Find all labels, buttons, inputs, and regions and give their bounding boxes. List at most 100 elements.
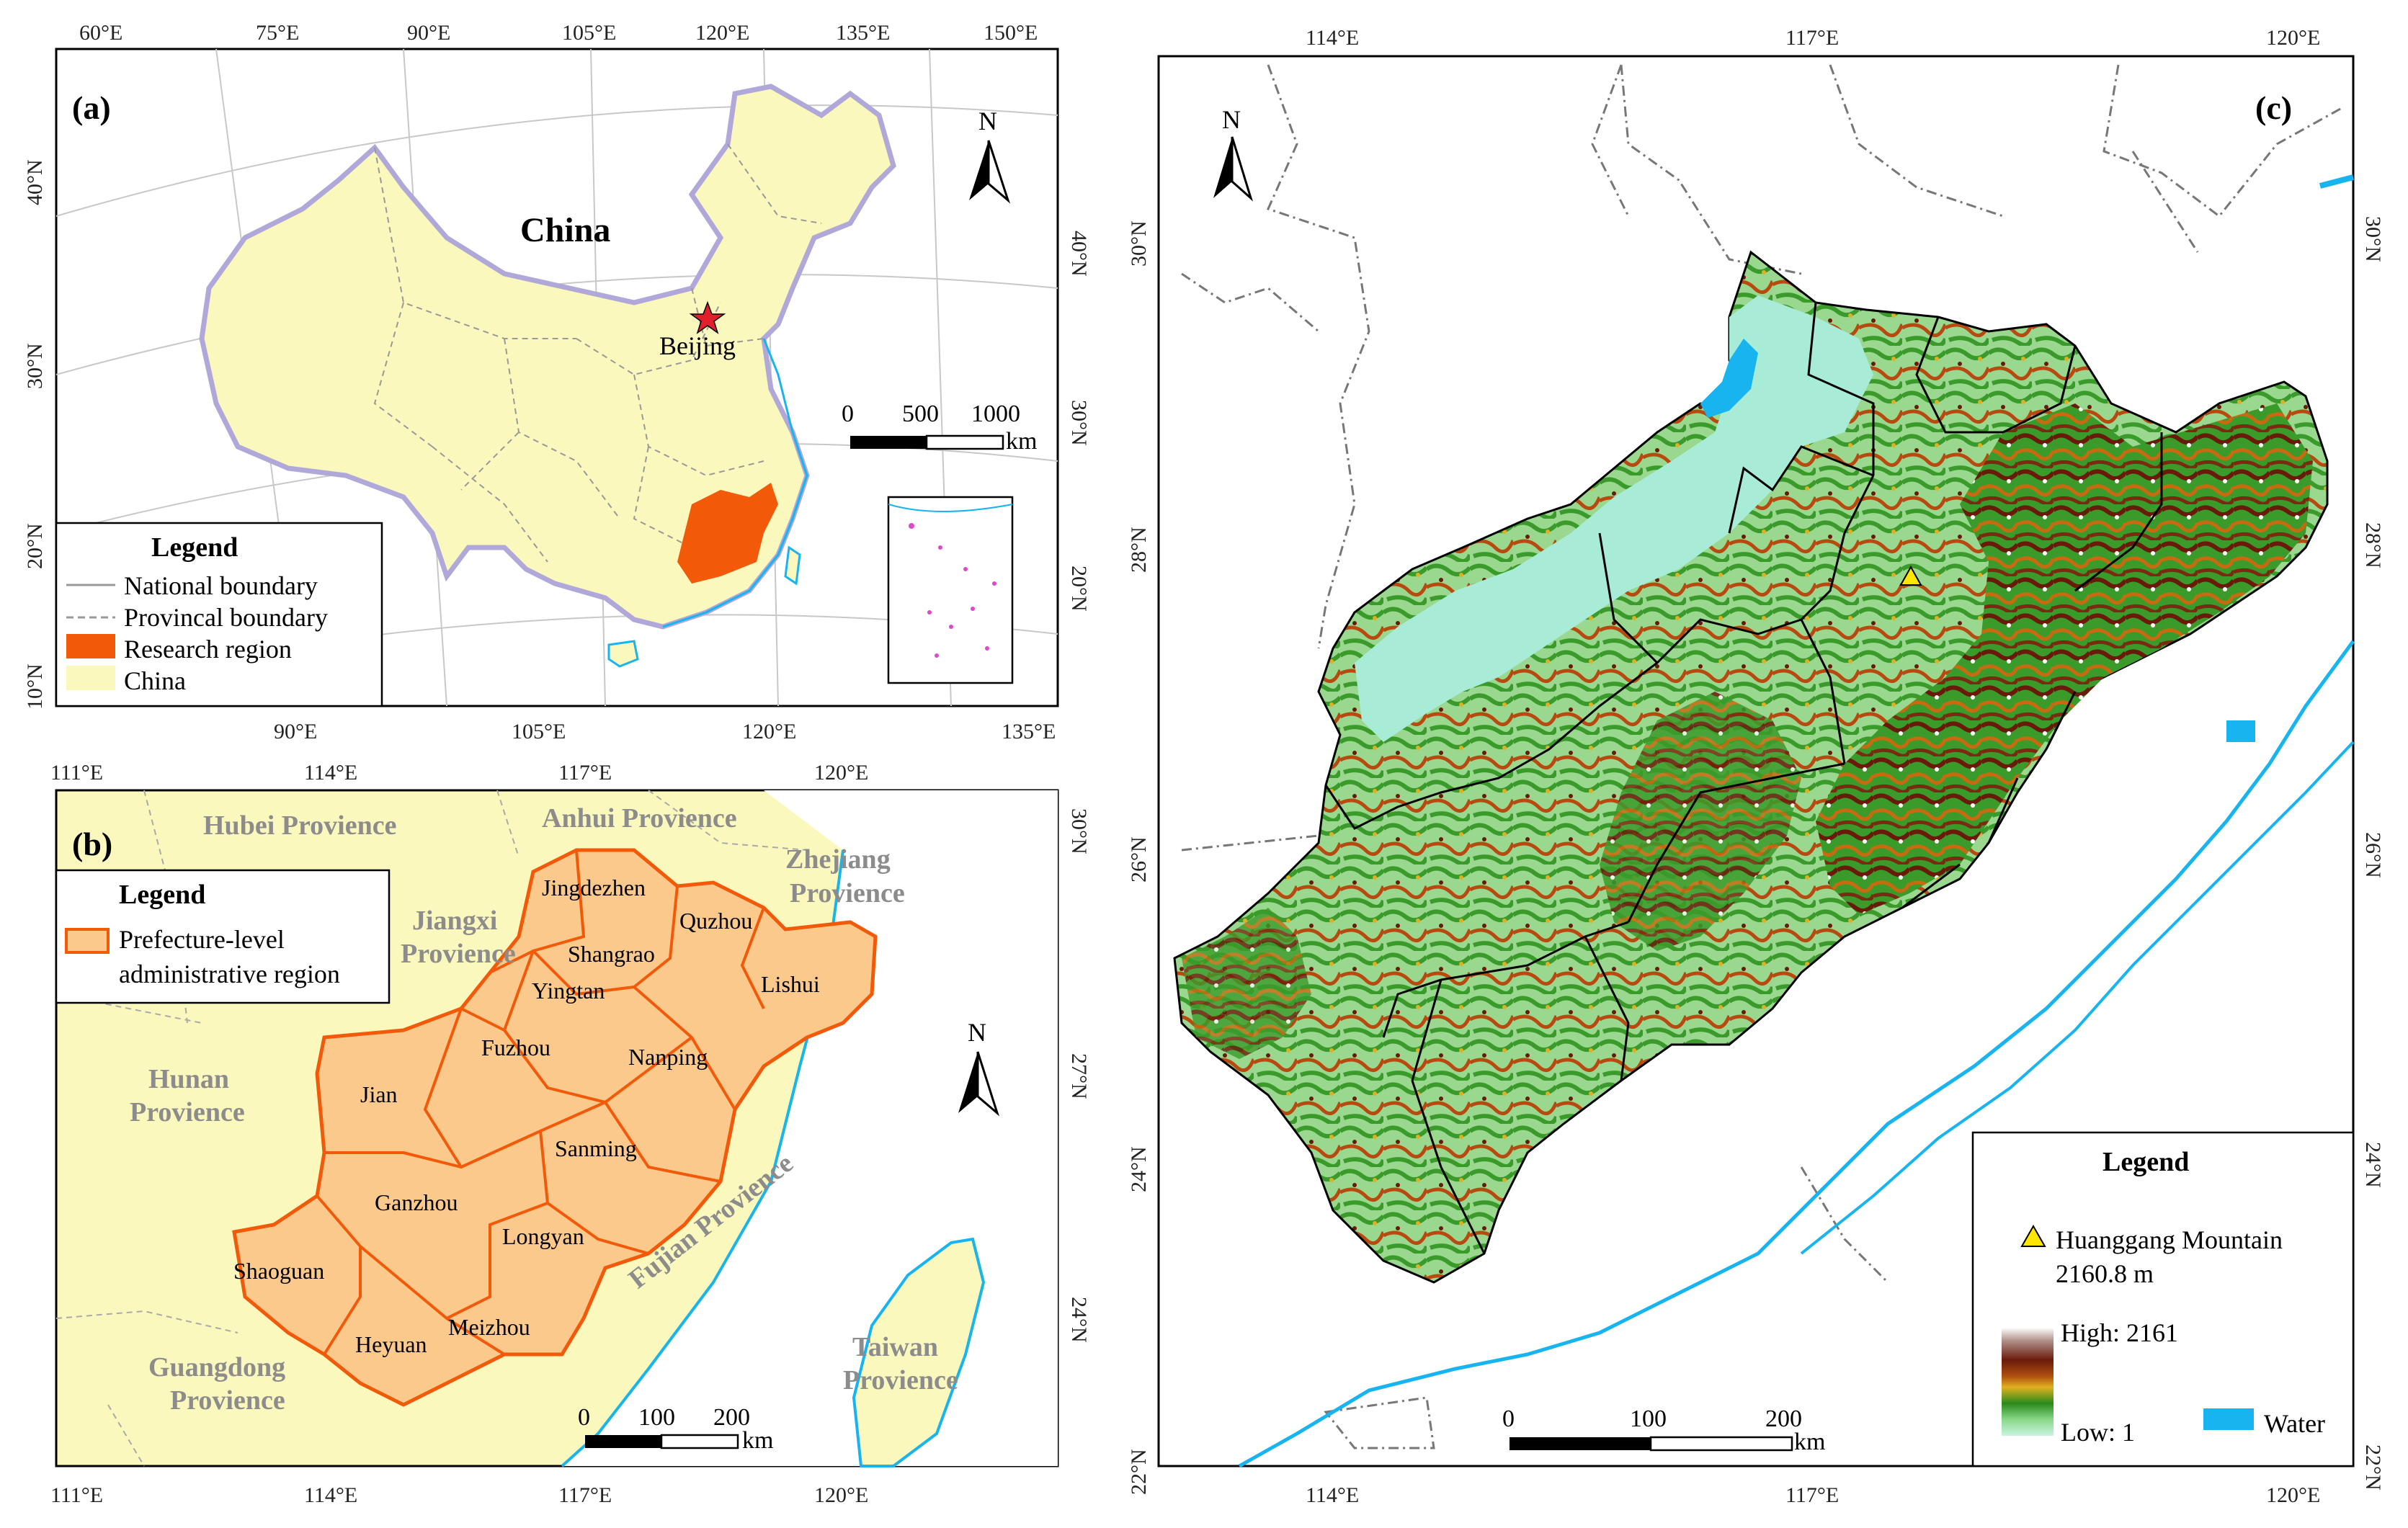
panel-b-research-region	[232, 848, 878, 1407]
panel-c-bottom-ticks: 114°E 117°E 120°E	[1306, 1483, 2320, 1507]
scale-a-0: 0	[842, 401, 854, 427]
svg-text:117°E: 117°E	[1785, 1483, 1839, 1507]
svg-text:26°N: 26°N	[2361, 832, 2385, 878]
svg-text:30°N: 30°N	[1067, 808, 1091, 854]
legend-a-china-swatch	[66, 666, 115, 690]
panel-a: N 0 500 1000 km (a) China Beijing Legend…	[23, 21, 1091, 743]
label-zhejiang-2: Provience	[790, 878, 905, 908]
svg-text:30°N: 30°N	[2361, 216, 2385, 262]
city-nanping: Nanping	[628, 1044, 708, 1070]
scale-c-unit: km	[1794, 1429, 1825, 1455]
label-guangdong-2: Provience	[170, 1385, 285, 1416]
legend-a-research-swatch	[66, 634, 115, 658]
scale-a-unit: km	[1006, 428, 1037, 455]
panel-b-top-ticks: 111°E 114°E 117°E 120°E	[50, 761, 868, 785]
svg-text:30°N: 30°N	[23, 343, 47, 389]
panel-a-left-ticks: 40°N 30°N 20°N 10°N	[23, 159, 47, 710]
svg-text:24°N: 24°N	[1127, 1146, 1151, 1192]
legend-c-high-label: High: 2161	[2061, 1318, 2178, 1347]
panel-c-right-ticks: 30°N 28°N 26°N 24°N 22°N	[2361, 216, 2385, 1491]
panel-b-right-ticks: 30°N 27°N 24°N	[1067, 808, 1091, 1343]
svg-text:120°E: 120°E	[814, 1483, 868, 1507]
legend-c-water-swatch	[2203, 1408, 2254, 1430]
panel-b-city-labels: Jingdezhen Quzhou Shangrao Yingtan Lishu…	[233, 875, 820, 1357]
svg-text:24°N: 24°N	[1067, 1297, 1091, 1343]
city-shangrao: Shangrao	[568, 941, 655, 967]
legend-a-item-1: National boundary	[124, 571, 318, 600]
scale-a-1000: 1000	[971, 401, 1020, 427]
svg-text:40°N: 40°N	[23, 159, 47, 205]
city-yingtan: Yingtan	[532, 978, 605, 1004]
city-shaoguan: Shaoguan	[233, 1258, 324, 1284]
north-label-c: N	[1222, 105, 1241, 134]
city-fuzhou: Fuzhou	[481, 1035, 550, 1060]
svg-text:28°N: 28°N	[1127, 527, 1151, 573]
svg-text:105°E: 105°E	[562, 21, 616, 45]
north-arrow-c-icon	[1213, 136, 1253, 202]
dem-mountain-central	[1600, 692, 1801, 951]
legend-c	[1971, 1131, 2355, 1467]
svg-text:114°E: 114°E	[304, 761, 357, 785]
legend-c-elevation-ramp	[2002, 1328, 2054, 1436]
svg-text:24°N: 24°N	[2361, 1142, 2385, 1188]
svg-text:40°N: 40°N	[1067, 231, 1091, 277]
svg-text:120°E: 120°E	[695, 21, 749, 45]
svg-text:135°E: 135°E	[1002, 720, 1056, 743]
legend-a-item-2: Provincal boundary	[124, 603, 328, 632]
panel-b-prefecture-boundaries	[316, 849, 765, 1356]
legend-b-title: Legend	[119, 880, 205, 910]
beijing-star-icon	[689, 300, 726, 334]
north-arrow-b-icon	[958, 1051, 1000, 1117]
svg-text:120°E: 120°E	[742, 720, 796, 743]
svg-text:30°N: 30°N	[1127, 220, 1151, 267]
city-sanming: Sanming	[555, 1135, 637, 1161]
dem-lowland-plain	[1355, 295, 1873, 742]
legend-a-item-3: Research region	[124, 635, 292, 664]
panel-c-left-ticks: 30°N 28°N 26°N 24°N 22°N	[1127, 220, 1151, 1495]
label-zhejiang-1: Zhejiang	[785, 844, 891, 875]
china-label: China	[520, 211, 610, 249]
legend-a-title: Legend	[151, 532, 238, 563]
label-guangdong-1: Guangdong	[148, 1352, 285, 1382]
south-china-sea-inset	[887, 496, 1014, 684]
svg-text:150°E: 150°E	[984, 21, 1038, 45]
svg-text:60°E: 60°E	[79, 21, 122, 45]
svg-text:10°N: 10°N	[23, 664, 47, 710]
svg-text:120°E: 120°E	[2266, 26, 2320, 50]
legend-a-item-4: China	[124, 666, 186, 695]
legend-c-low-label: Low: 1	[2061, 1418, 2135, 1447]
beijing-label: Beijing	[659, 331, 736, 360]
svg-text:117°E: 117°E	[558, 761, 612, 785]
panel-c-label: (c)	[2255, 89, 2292, 126]
panel-b-taiwan	[852, 1237, 986, 1467]
city-heyuan: Heyuan	[355, 1331, 427, 1357]
dem-mountain-west	[1182, 908, 1311, 1059]
city-jian: Jian	[360, 1081, 398, 1107]
scale-a-500: 500	[902, 401, 939, 427]
scale-bar-b	[585, 1434, 739, 1449]
svg-text:117°E: 117°E	[558, 1483, 612, 1507]
panel-c-island-coast	[1800, 741, 2355, 1255]
dem-mountain-east	[1816, 403, 2313, 915]
panel-c-coastline	[1238, 640, 2355, 1468]
scale-c-0: 0	[1502, 1406, 1515, 1432]
label-jiangxi-1: Jiangxi	[412, 906, 497, 936]
panel-a-bottom-ticks: 90°E 105°E 120°E 135°E	[274, 720, 1056, 743]
panel-c: N (c) 0 100 200 km Legend Huanggang Moun…	[1127, 26, 2385, 1507]
legend-b-swatch	[65, 928, 110, 954]
scale-c-200: 200	[1765, 1406, 1802, 1432]
svg-text:111°E: 111°E	[50, 761, 103, 785]
north-arrow-a-icon	[969, 140, 1011, 204]
scale-b-100: 100	[638, 1404, 675, 1431]
svg-text:120°E: 120°E	[814, 761, 868, 785]
svg-text:135°E: 135°E	[836, 21, 890, 45]
svg-text:111°E: 111°E	[50, 1483, 103, 1507]
panel-c-top-ticks: 114°E 117°E 120°E	[1306, 26, 2320, 50]
svg-text:26°N: 26°N	[1127, 836, 1151, 883]
city-longyan: Longyan	[502, 1223, 584, 1249]
label-hunan-1: Hunan	[148, 1064, 229, 1094]
scale-b-unit: km	[742, 1427, 773, 1454]
city-ganzhou: Ganzhou	[375, 1189, 458, 1215]
panel-b-bottom-ticks: 111°E 114°E 117°E 120°E	[50, 1483, 868, 1507]
svg-text:90°E: 90°E	[274, 720, 317, 743]
